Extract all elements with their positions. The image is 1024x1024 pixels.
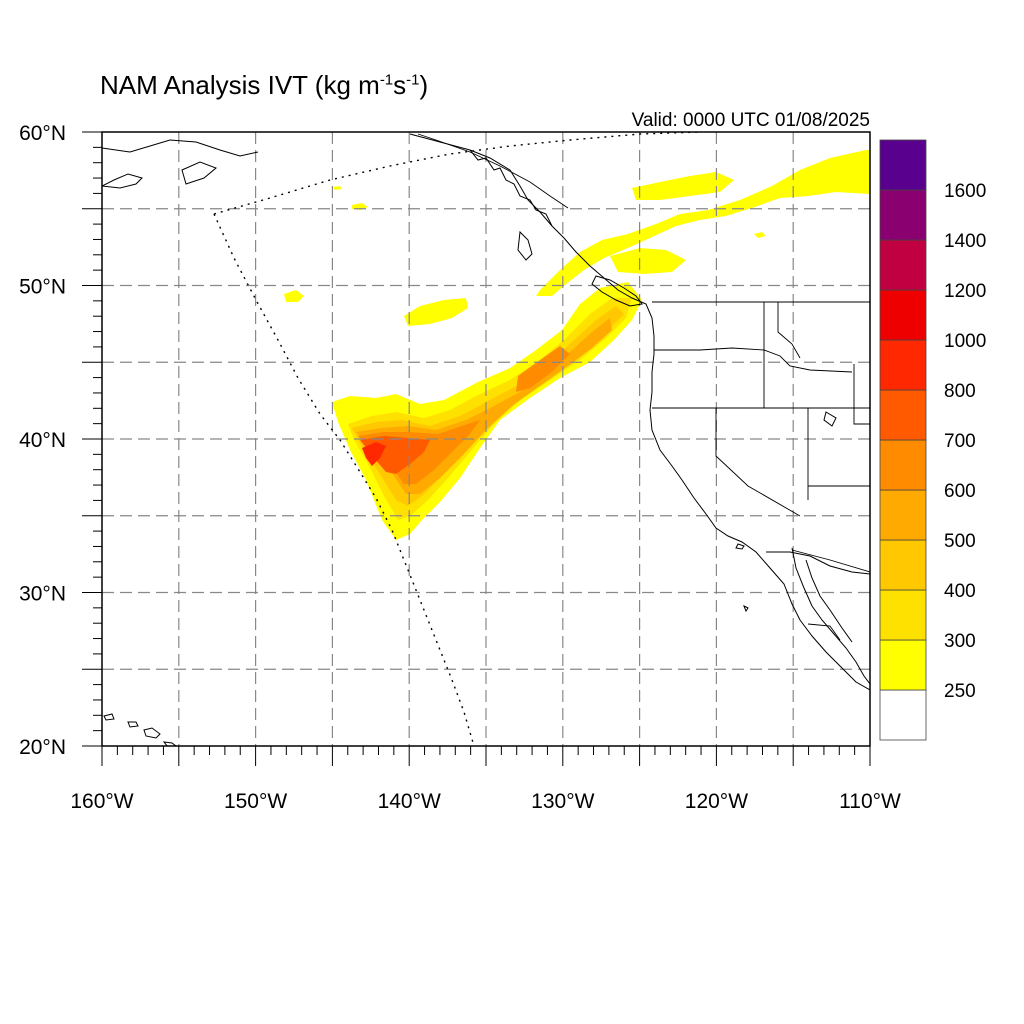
- map-title: NAM Analysis IVT (kg m-1s-1): [100, 70, 428, 101]
- colorbar-label: 1200: [944, 281, 986, 302]
- title-exponent: -1: [406, 71, 420, 89]
- colorbar-label: 300: [944, 631, 976, 652]
- colorbar-swatch: [879, 139, 927, 191]
- lon-label: 130°W: [531, 790, 594, 813]
- axis-ticks: [82, 131, 871, 766]
- colorbar-label: 1000: [944, 331, 986, 352]
- colorbar-label: 400: [944, 581, 976, 602]
- colorbar-swatch: [879, 589, 927, 641]
- colorbar-swatch: [879, 239, 927, 291]
- political-borders: [417, 133, 870, 641]
- colorbar-label: 600: [944, 481, 976, 502]
- colorbar: 250 300 400 500 600 700 800 1000 1200 1400 1600: [879, 139, 986, 741]
- latitude-labels: 20°N 30°N 40°N 50°N 60°N: [19, 122, 66, 759]
- longitude-labels: 160°W 150°W 140°W 130°W 120°W 110°W: [70, 790, 901, 813]
- title-text: NAM Analysis IVT (kg m: [100, 70, 380, 100]
- lon-label: 150°W: [224, 790, 287, 813]
- lat-label: 30°N: [19, 583, 66, 606]
- lon-label: 120°W: [685, 790, 748, 813]
- model-domain-boundary: [213, 132, 701, 746]
- title-exponent: -1: [379, 71, 394, 89]
- colorbar-label: 1400: [944, 231, 986, 252]
- lat-label: 20°N: [19, 736, 66, 759]
- colorbar-swatch: [879, 339, 927, 391]
- valid-time-label: Valid: 0000 UTC 01/08/2025: [631, 110, 870, 131]
- lat-label: 60°N: [19, 122, 66, 145]
- title-text-suffix: ): [419, 70, 429, 100]
- lon-label: 110°W: [839, 790, 901, 813]
- colorbar-label: 800: [944, 381, 976, 402]
- ivt-level-800: [362, 442, 386, 466]
- lat-label: 40°N: [19, 429, 66, 452]
- colorbar-swatch: [879, 289, 927, 341]
- graticule: [102, 132, 870, 746]
- colorbar-label: 500: [944, 531, 976, 552]
- colorbar-swatch: [879, 689, 927, 741]
- lat-label: 50°N: [19, 276, 66, 299]
- colorbar-swatch: [879, 489, 927, 541]
- colorbar-swatch: [879, 639, 927, 691]
- title-text-mid: s: [393, 70, 407, 100]
- colorbar-label: 250: [944, 681, 976, 702]
- colorbar-swatch: [879, 539, 927, 591]
- lon-label: 140°W: [378, 790, 441, 813]
- colorbar-label: 1600: [944, 181, 986, 202]
- lon-label: 160°W: [70, 790, 133, 813]
- colorbar-label: 700: [944, 431, 976, 452]
- colorbar-swatch: [879, 389, 927, 441]
- colorbar-swatch: [879, 439, 927, 491]
- colorbar-swatch: [879, 189, 927, 241]
- coastlines: [102, 133, 870, 746]
